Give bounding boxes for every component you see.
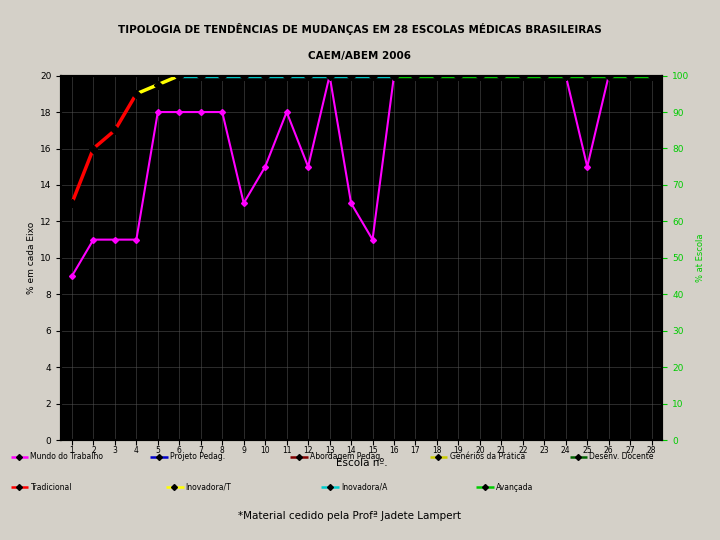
Text: Avançada: Avançada: [496, 483, 534, 491]
Text: Desenv. Docente: Desenv. Docente: [590, 453, 654, 462]
Text: Inovadora/T: Inovadora/T: [186, 483, 231, 491]
Text: Mundo do Trabalho: Mundo do Trabalho: [30, 453, 104, 462]
Text: Genérios da Prática: Genérios da Prática: [449, 453, 525, 462]
Y-axis label: % at Escola: % at Escola: [696, 234, 706, 282]
Text: TIPOLOGIA DE TENDÊNCIAS DE MUDANÇAS EM 28 ESCOLAS MÉDICAS BRASILEIRAS: TIPOLOGIA DE TENDÊNCIAS DE MUDANÇAS EM 2…: [118, 23, 602, 35]
Text: Tradicional: Tradicional: [30, 483, 72, 491]
Text: CAEM/ABEM 2006: CAEM/ABEM 2006: [308, 51, 412, 60]
Text: Abordagem Pedag.: Abordagem Pedag.: [310, 453, 382, 462]
Text: Inovadora/A: Inovadora/A: [341, 483, 387, 491]
Text: Projeto Pedag.: Projeto Pedag.: [170, 453, 225, 462]
Y-axis label: % em cada Eixo: % em cada Eixo: [27, 222, 36, 294]
X-axis label: Escola nº.: Escola nº.: [336, 458, 387, 468]
Text: *Material cedido pela Profª Jadete Lampert: *Material cedido pela Profª Jadete Lampe…: [238, 511, 461, 521]
